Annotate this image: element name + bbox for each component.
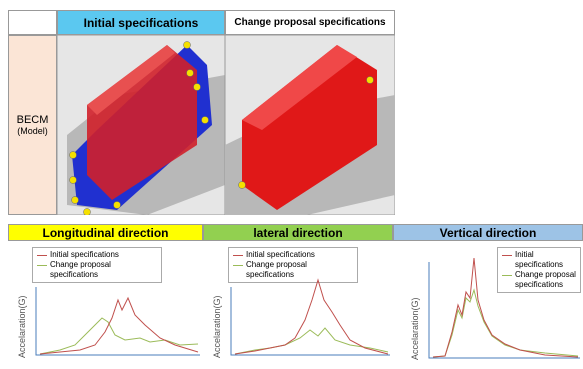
- chart-plots: [0, 0, 583, 369]
- curve-initial: [235, 280, 388, 354]
- curve-initial: [40, 298, 198, 354]
- curve-change: [40, 318, 198, 354]
- figure: Initial specifications Change proposal s…: [0, 0, 583, 369]
- curve-initial: [433, 258, 578, 357]
- curve-change: [433, 290, 578, 357]
